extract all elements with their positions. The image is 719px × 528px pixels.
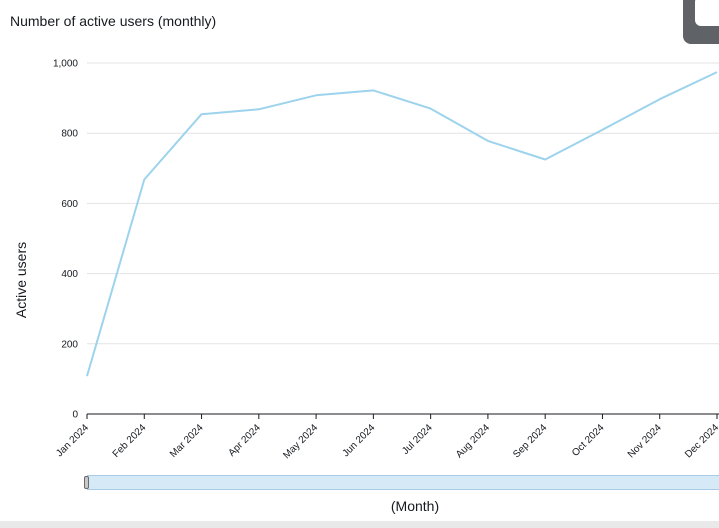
x-tick-label: Mar 2024 (168, 422, 206, 460)
x-tick-label: Jun 2024 (341, 422, 378, 459)
x-tick-label: Nov 2024 (626, 422, 664, 460)
y-tick-label: 200 (61, 339, 78, 350)
y-tick-label: 0 (72, 410, 78, 421)
x-tick-label: Oct 2024 (570, 422, 607, 459)
y-tick-label: 600 (61, 199, 78, 210)
y-axis-title: Active users (13, 242, 29, 318)
extension-icon (695, 0, 719, 26)
range-scrollbar-handle[interactable] (84, 476, 89, 489)
x-axis: Jan 2024 Feb 2024 Mar 2024 Apr 2024 May 2024… (54, 413, 719, 461)
x-axis-title: (Month) (391, 498, 439, 514)
series-line (86, 71, 718, 377)
y-tick-label: 800 (61, 129, 78, 140)
grid-lines (87, 62, 719, 345)
x-tick-label: Feb 2024 (111, 422, 149, 460)
x-tick-label: Apr 2024 (226, 422, 263, 459)
x-tick-label: May 2024 (281, 422, 320, 461)
x-tick-label: Sep 2024 (511, 422, 549, 460)
y-tick-label: 400 (61, 269, 78, 280)
x-tick-label: Aug 2024 (454, 422, 492, 460)
x-tick-label: Jul 2024 (400, 422, 435, 457)
y-axis: 0 200 400 600 800 1,000 (53, 59, 78, 421)
range-scrollbar[interactable] (87, 475, 719, 490)
series-layer (86, 71, 718, 377)
x-tick-label: Dec 2024 (683, 422, 719, 460)
y-tick-label: 1,000 (53, 59, 78, 70)
chart-title: Number of active users (monthly) (10, 13, 217, 29)
x-tick-label: Jan 2024 (54, 422, 91, 459)
browser-extension-badge[interactable] (683, 0, 719, 44)
